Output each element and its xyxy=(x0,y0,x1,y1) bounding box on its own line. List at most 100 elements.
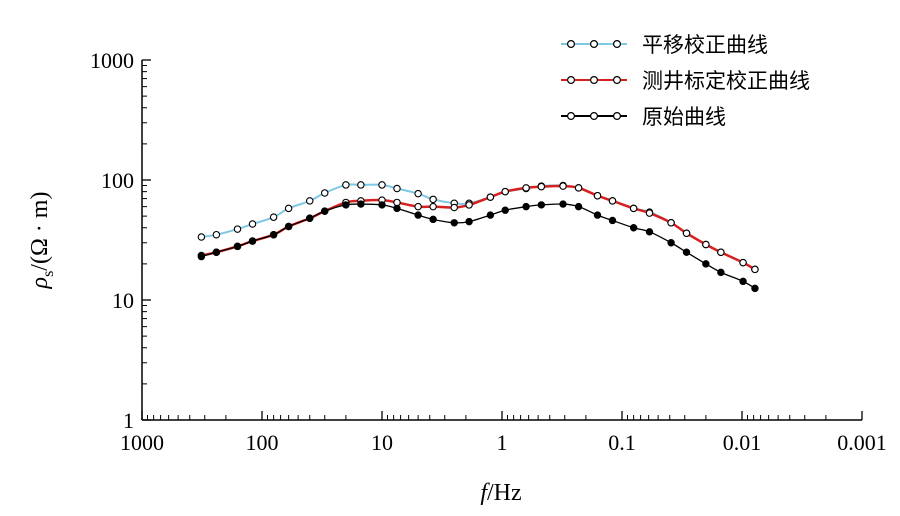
data-point xyxy=(667,219,675,227)
data-point xyxy=(739,258,747,267)
data-point xyxy=(717,248,725,256)
data-point xyxy=(306,214,314,222)
data-point xyxy=(537,201,546,209)
data-point xyxy=(197,252,206,261)
x-tick-label: 100 xyxy=(246,430,279,455)
legend-label: 原始曲线 xyxy=(642,105,726,129)
data-point xyxy=(739,277,747,286)
data-point xyxy=(212,248,221,256)
data-point xyxy=(429,195,437,204)
data-point xyxy=(450,219,458,227)
data-point xyxy=(522,184,530,192)
legend-swatch-marker xyxy=(589,75,598,84)
data-point xyxy=(645,228,654,236)
data-point xyxy=(321,207,329,215)
data-point xyxy=(682,248,691,256)
data-point xyxy=(486,211,495,219)
data-point xyxy=(306,197,314,205)
x-tick-label: 1 xyxy=(497,430,508,455)
data-point xyxy=(682,229,691,237)
series-line xyxy=(201,183,756,271)
y-axis-label-unit: /(Ω · m) xyxy=(27,192,53,271)
y-tick-label: 10 xyxy=(112,288,134,313)
y-axis-label-symbol: ρ xyxy=(27,277,53,290)
data-point xyxy=(248,220,257,228)
legend-entry-1: 平移校正曲线 xyxy=(561,33,768,57)
legend-swatch-marker xyxy=(566,39,575,48)
data-point xyxy=(320,189,329,197)
legend-swatch-marker xyxy=(566,75,575,84)
x-axis-label-var: f xyxy=(480,480,490,506)
data-point xyxy=(378,181,386,189)
x-tick-label: 1000 xyxy=(120,430,164,455)
data-point xyxy=(629,204,638,213)
series-2 xyxy=(197,182,759,274)
data-point xyxy=(414,211,422,219)
data-point xyxy=(429,215,437,224)
series-line xyxy=(201,184,756,271)
data-point xyxy=(284,204,293,213)
legend-swatch-marker xyxy=(612,39,621,48)
legend-swatch-marker xyxy=(589,39,598,48)
data-point xyxy=(393,184,401,193)
data-point xyxy=(357,200,365,208)
y-tick-label: 1000 xyxy=(90,48,134,73)
legend-entry-3: 原始曲线 xyxy=(561,105,726,129)
y-axis-label: ρs/(Ω · m) xyxy=(27,192,57,290)
axes xyxy=(141,59,863,421)
data-point xyxy=(414,189,422,198)
data-point xyxy=(559,182,567,190)
y-tick-label: 1 xyxy=(123,408,134,433)
legend-label: 平移校正曲线 xyxy=(642,33,768,57)
series-layer xyxy=(197,181,759,293)
data-point xyxy=(608,216,617,225)
legend-swatch-marker xyxy=(612,75,621,84)
x-tick-label: 0.1 xyxy=(608,430,636,455)
data-point xyxy=(537,182,546,191)
data-point xyxy=(357,181,365,189)
data-point xyxy=(608,197,617,205)
data-point xyxy=(212,230,221,239)
data-point xyxy=(197,233,206,241)
y-tick-label: 100 xyxy=(101,168,134,193)
data-point xyxy=(414,202,422,211)
legend-swatch-marker xyxy=(612,111,621,120)
series-1 xyxy=(197,181,759,274)
data-point xyxy=(574,202,583,211)
data-point xyxy=(465,217,473,226)
data-point xyxy=(629,224,638,232)
data-point xyxy=(486,193,495,201)
data-point xyxy=(284,222,293,231)
data-point xyxy=(593,191,602,200)
y-axis-label-subscript: s xyxy=(40,271,57,277)
data-point xyxy=(593,211,602,219)
data-point xyxy=(269,213,278,221)
data-point xyxy=(501,187,509,196)
data-point xyxy=(342,181,350,189)
series-3 xyxy=(197,200,759,293)
legend-swatch-marker xyxy=(566,111,575,120)
data-point xyxy=(702,260,710,268)
legend-entry-2: 测井标定校正曲线 xyxy=(561,69,810,93)
data-point xyxy=(233,242,242,251)
data-point xyxy=(501,206,509,214)
data-point xyxy=(751,284,759,293)
data-point xyxy=(342,201,350,209)
x-tick-label: 0.01 xyxy=(723,430,762,455)
data-point xyxy=(702,240,710,249)
data-point xyxy=(393,204,401,213)
data-point xyxy=(667,239,675,247)
legend-swatch-marker xyxy=(589,111,598,120)
data-point xyxy=(233,225,242,233)
data-point xyxy=(429,202,437,211)
x-axis-label-unit: /Hz xyxy=(487,480,522,506)
x-axis-label: f/Hz xyxy=(480,480,521,506)
data-point xyxy=(574,184,583,192)
data-point xyxy=(751,265,759,274)
tick-labels: 1000 100 10 1 0.1 0.01 0.001 1 10 100 1000 xyxy=(90,48,887,455)
data-point xyxy=(465,201,473,209)
x-tick-label: 10 xyxy=(371,430,393,455)
data-point xyxy=(559,200,567,208)
legend-label: 测井标定校正曲线 xyxy=(642,69,810,93)
